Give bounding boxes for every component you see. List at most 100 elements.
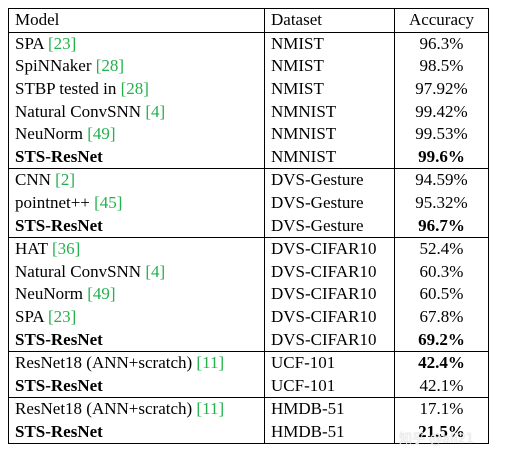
model-name: SPA xyxy=(15,307,48,327)
citation-ref: [36] xyxy=(52,239,81,259)
model-cell: NeuNorm [49] xyxy=(8,283,265,306)
citation-ref: [23] xyxy=(47,33,77,53)
table-row: HAT [36] DVS-CIFAR10 52.4% xyxy=(8,236,489,261)
header-model: Model xyxy=(8,8,265,33)
table-row: SPA [23] NMIST 96.3% xyxy=(8,32,489,56)
model-cell: STS-ResNet xyxy=(8,420,265,445)
citation-ref: [11] xyxy=(196,353,225,373)
dataset-cell: HMDB-51 xyxy=(264,420,395,445)
table-row: NeuNorm [49] NMNIST 99.53% xyxy=(8,122,489,146)
citation-ref: [49] xyxy=(87,284,116,304)
citation-ref: [28] xyxy=(95,56,125,76)
accuracy-cell: 99.53% xyxy=(394,122,489,146)
model-name: STS-ResNet xyxy=(15,421,103,441)
table-row: STS-ResNet HMDB-51 21.5% xyxy=(8,420,489,445)
model-name: STS-ResNet xyxy=(15,329,103,349)
table-row: NeuNorm [49] DVS-CIFAR10 60.5% xyxy=(8,283,489,306)
table-row: Natural ConvSNN [4] DVS-CIFAR10 60.3% xyxy=(8,260,489,284)
dataset-cell: NMIST xyxy=(264,32,395,56)
table-row: STS-ResNet UCF-101 42.1% xyxy=(8,374,489,399)
model-name: SPA xyxy=(15,33,48,53)
dataset-cell: DVS-CIFAR10 xyxy=(264,260,395,284)
dataset-cell: DVS-Gesture xyxy=(264,214,395,238)
model-name: STS-ResNet xyxy=(15,215,103,235)
model-cell: CNN [2] xyxy=(8,168,265,192)
citation-ref: [4] xyxy=(145,101,166,121)
accuracy-cell: 60.3% xyxy=(394,260,489,284)
dataset-cell: NMIST xyxy=(264,55,395,78)
table-row: ResNet18 (ANN+scratch) [11] HMDB-51 17.1% xyxy=(8,397,489,421)
results-table: Model Dataset Accuracy SPA [23] NMIST 96.3… xyxy=(8,8,489,445)
dataset-cell: UCF-101 xyxy=(264,350,395,375)
dataset-cell: HMDB-51 xyxy=(264,397,395,421)
table-header-row: Model Dataset Accuracy xyxy=(8,8,489,33)
model-name: Natural ConvSNN xyxy=(15,101,146,121)
model-cell: ResNet18 (ANN+scratch) [11] xyxy=(8,350,265,375)
header-accuracy: Accuracy xyxy=(394,8,489,33)
table-row: STS-ResNet DVS-CIFAR10 69.2% xyxy=(8,328,489,352)
model-cell: ResNet18 (ANN+scratch) [11] xyxy=(8,397,265,421)
accuracy-cell: 17.1% xyxy=(394,397,489,421)
model-cell: SpiNNaker [28] xyxy=(8,55,265,78)
accuracy-cell: 21.5% xyxy=(394,420,489,445)
dataset-cell: NMNIST xyxy=(264,145,395,170)
dataset-cell: DVS-CIFAR10 xyxy=(264,305,395,329)
accuracy-cell: 42.4% xyxy=(394,350,489,375)
table-row: SPA [23] DVS-CIFAR10 67.8% xyxy=(8,305,489,329)
table-body: SPA [23] NMIST 96.3% SpiNNaker [28] NMIST 98.… xyxy=(8,32,489,445)
table-row: STBP tested in [28] NMIST 97.92% xyxy=(8,77,489,101)
accuracy-cell: 94.59% xyxy=(394,168,489,192)
model-name: STS-ResNet xyxy=(15,375,103,395)
citation-ref: [11] xyxy=(196,399,225,419)
model-name: CNN xyxy=(15,170,56,190)
model-name: Natural ConvSNN xyxy=(15,261,146,281)
model-cell: STS-ResNet xyxy=(8,374,265,399)
model-name: ResNet18 (ANN+scratch) xyxy=(15,399,197,419)
model-name: STS-ResNet xyxy=(15,146,103,166)
dataset-cell: UCF-101 xyxy=(264,374,395,399)
table-row: STS-ResNet NMNIST 99.6% xyxy=(8,145,489,170)
model-cell: STBP tested in [28] xyxy=(8,77,265,101)
model-cell: HAT [36] xyxy=(8,236,265,261)
model-name: NeuNorm xyxy=(15,124,88,144)
dataset-cell: NMIST xyxy=(264,77,395,101)
accuracy-cell: 42.1% xyxy=(394,374,489,399)
results-table-container: Model Dataset Accuracy SPA [23] NMIST 96.3… xyxy=(8,8,489,445)
dataset-cell: DVS-CIFAR10 xyxy=(264,236,395,261)
model-cell: STS-ResNet xyxy=(8,214,265,238)
accuracy-cell: 98.5% xyxy=(394,55,489,78)
model-cell: Natural ConvSNN [4] xyxy=(8,260,265,284)
table-row: Natural ConvSNN [4] NMNIST 99.42% xyxy=(8,100,489,123)
model-name: ResNet18 (ANN+scratch) xyxy=(15,353,197,373)
model-cell: STS-ResNet xyxy=(8,328,265,352)
accuracy-cell: 69.2% xyxy=(394,328,489,352)
model-name: STBP tested in xyxy=(15,79,121,99)
accuracy-cell: 96.7% xyxy=(394,214,489,238)
citation-ref: [4] xyxy=(145,261,166,281)
accuracy-cell: 96.3% xyxy=(394,32,489,56)
model-cell: pointnet++ [45] xyxy=(8,191,265,215)
table-row: ResNet18 (ANN+scratch) [11] UCF-101 42.4% xyxy=(8,350,489,375)
model-cell: SPA [23] xyxy=(8,305,265,329)
dataset-cell: DVS-CIFAR10 xyxy=(264,283,395,306)
accuracy-cell: 67.8% xyxy=(394,305,489,329)
table-row: pointnet++ [45] DVS-Gesture 95.32% xyxy=(8,191,489,215)
model-cell: NeuNorm [49] xyxy=(8,122,265,146)
accuracy-cell: 95.32% xyxy=(394,191,489,215)
accuracy-cell: 97.92% xyxy=(394,77,489,101)
citation-ref: [23] xyxy=(47,307,77,327)
citation-ref: [2] xyxy=(55,170,75,190)
accuracy-cell: 52.4% xyxy=(394,236,489,261)
model-name: NeuNorm xyxy=(15,284,88,304)
accuracy-cell: 99.42% xyxy=(394,100,489,123)
citation-ref: [28] xyxy=(120,79,149,99)
citation-ref: [45] xyxy=(94,193,123,213)
table-row: CNN [2] DVS-Gesture 94.59% xyxy=(8,168,489,192)
model-name: HAT xyxy=(15,239,52,259)
accuracy-cell: 99.6% xyxy=(394,145,489,170)
header-dataset: Dataset xyxy=(264,8,395,33)
table-row: SpiNNaker [28] NMIST 98.5% xyxy=(8,55,489,78)
dataset-cell: NMNIST xyxy=(264,122,395,146)
model-cell: STS-ResNet xyxy=(8,145,265,170)
model-name: pointnet++ xyxy=(15,193,95,213)
